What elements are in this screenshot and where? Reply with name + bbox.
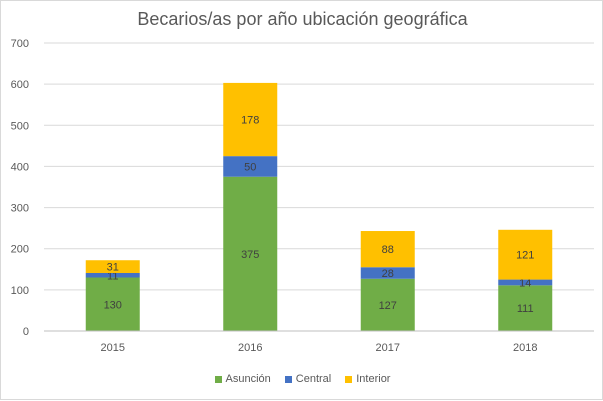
data-label: 375 xyxy=(241,249,259,261)
bar-segment xyxy=(223,176,278,331)
legend-swatch xyxy=(214,375,222,383)
bar-segment xyxy=(360,267,415,279)
y-tick-label: 600 xyxy=(11,79,29,91)
y-tick-label: 100 xyxy=(11,285,29,297)
data-label: 28 xyxy=(382,268,394,280)
bar-segment xyxy=(85,272,140,278)
data-label: 127 xyxy=(379,300,397,312)
bar-segment xyxy=(85,277,140,331)
data-label: 130 xyxy=(104,299,122,311)
bar-segment xyxy=(360,231,415,268)
data-label: 14 xyxy=(519,277,531,289)
legend-label: Central xyxy=(295,373,332,385)
x-tick-label: 2016 xyxy=(238,342,262,354)
x-tick-label: 2015 xyxy=(101,342,125,354)
y-tick-label: 0 xyxy=(23,326,29,338)
chart-legend: Asunción Central Interior xyxy=(1,373,603,385)
data-label: 11 xyxy=(107,270,118,282)
legend-swatch xyxy=(345,375,353,383)
chart-title: Becarios/as por año ubicación geográfica xyxy=(137,9,468,29)
legend-item: Asunción xyxy=(214,373,271,385)
data-label: 178 xyxy=(241,115,259,127)
legend-swatch xyxy=(284,375,292,383)
y-tick-label: 200 xyxy=(11,244,29,256)
bar-segment xyxy=(498,285,553,331)
bar-segment xyxy=(498,279,553,286)
x-tick-label: 2017 xyxy=(376,342,400,354)
data-label: 121 xyxy=(516,250,534,262)
bar-segment xyxy=(360,278,415,331)
legend-label: Interior xyxy=(356,373,391,385)
bar-segment xyxy=(223,82,278,157)
y-tick-label: 500 xyxy=(11,120,29,132)
legend-label: Asunción xyxy=(225,373,271,385)
y-tick-label: 400 xyxy=(11,161,29,173)
legend-item: Central xyxy=(284,373,332,385)
data-label: 88 xyxy=(382,244,394,256)
data-label: 31 xyxy=(107,262,119,274)
y-tick-label: 300 xyxy=(11,203,29,215)
data-label: 50 xyxy=(244,161,256,173)
x-tick-label: 2018 xyxy=(513,342,537,354)
bar-segment xyxy=(85,260,140,273)
legend-item: Interior xyxy=(345,373,390,385)
y-tick-label: 700 xyxy=(11,38,29,50)
data-label: 111 xyxy=(517,303,534,315)
bar-segment xyxy=(498,229,553,280)
bar-segment xyxy=(223,156,278,177)
